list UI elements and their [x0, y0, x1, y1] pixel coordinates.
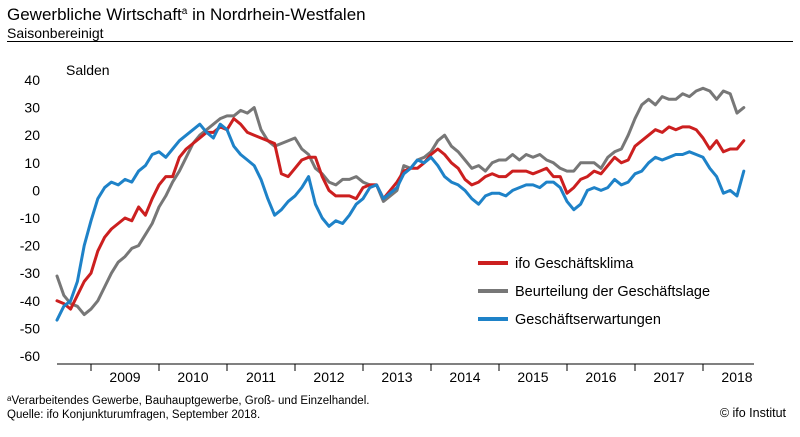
title-footnote-marker: a — [181, 6, 188, 17]
y-tick-label: -60 — [20, 348, 40, 364]
y-tick-label: -50 — [20, 320, 40, 336]
title-text: Gewerbliche Wirtschaft — [7, 5, 182, 24]
series-lines — [55, 86, 746, 322]
footnote-marker: a — [7, 394, 12, 403]
legend-label: ifo Geschäftsklima — [515, 256, 634, 272]
x-tick-label: 2009 — [109, 369, 140, 385]
source-line: Quelle: ifo Konjunkturumfragen, Septembe… — [7, 409, 261, 421]
chart-footnotes: aVerarbeitendes Gewerbe, Bauhauptgewerbe… — [7, 392, 369, 422]
y-axis: Salden 40 30 20 10 0 -10 -20 -30 -40 -50 -60 — [20, 62, 110, 364]
x-tick-label: 2016 — [585, 369, 616, 385]
header-divider — [7, 41, 793, 42]
x-tick-label: 2015 — [517, 369, 548, 385]
x-tick-label: 2012 — [313, 369, 344, 385]
series-line — [55, 86, 746, 317]
legend-label: Geschäftserwartungen — [515, 312, 661, 328]
copyright: © ifo Institut — [719, 406, 786, 420]
y-tick-label: -40 — [20, 293, 40, 309]
footnote-line: aVerarbeitendes Gewerbe, Bauhauptgewerbe… — [7, 392, 369, 408]
title-suffix: in Nordrhein-Westfalen — [187, 5, 366, 24]
y-tick-label: 0 — [32, 182, 40, 198]
y-tick-label: 30 — [24, 100, 40, 116]
legend-label: Beurteilung der Geschäftslage — [515, 284, 710, 300]
chart-legend: ifo Geschäftsklima Beurteilung der Geschä… — [478, 256, 710, 328]
x-tick-label: 2013 — [381, 369, 412, 385]
y-axis-label: Salden — [66, 62, 110, 78]
x-tick-label: 2017 — [653, 369, 684, 385]
series-line — [55, 122, 746, 322]
y-tick-label: -30 — [20, 265, 40, 281]
x-tick-label: 2018 — [721, 369, 752, 385]
chart-subtitle: Saisonbereinigt — [7, 25, 104, 41]
series-line — [55, 117, 746, 311]
x-tick-label: 2010 — [177, 369, 208, 385]
y-tick-label: 10 — [24, 155, 40, 171]
y-tick-label: 20 — [24, 127, 40, 143]
y-tick-label: -20 — [20, 238, 40, 254]
y-tick-label: -10 — [20, 210, 40, 226]
x-axis: 2009 2010 2011 2012 2013 2014 2015 2016 2017 2018 — [57, 363, 754, 385]
chart-title: Gewerbliche Wirtschafta in Nordrhein-Wes… — [7, 2, 793, 25]
x-tick-label: 2014 — [449, 369, 480, 385]
footnote-text: Verarbeitendes Gewerbe, Bauhauptgewerbe,… — [11, 395, 370, 407]
y-tick-label: 40 — [24, 72, 40, 88]
x-tick-label: 2011 — [246, 369, 276, 385]
